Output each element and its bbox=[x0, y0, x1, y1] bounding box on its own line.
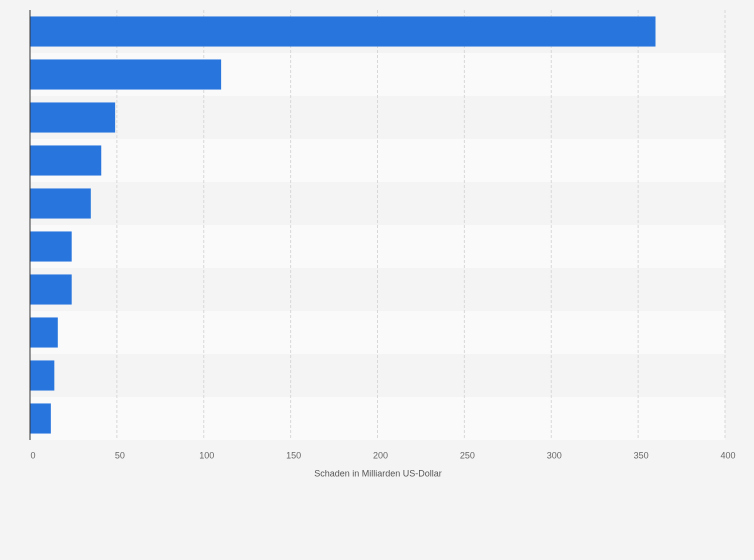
x-tick-label: 150 bbox=[286, 450, 301, 460]
row-band bbox=[30, 397, 725, 440]
bar bbox=[30, 274, 72, 305]
x-tick-label: 200 bbox=[373, 450, 388, 460]
x-tick-label: 250 bbox=[460, 450, 475, 460]
x-tick-label: 0 bbox=[30, 450, 35, 460]
x-tick-label: 400 bbox=[720, 450, 735, 460]
bar bbox=[30, 403, 51, 434]
bar bbox=[30, 145, 102, 176]
bar bbox=[30, 16, 656, 47]
x-tick-label: 350 bbox=[634, 450, 649, 460]
x-axis-label: Schaden in Milliarden US-Dollar bbox=[314, 468, 442, 478]
bar bbox=[30, 102, 116, 133]
row-band bbox=[30, 182, 725, 225]
x-tick-label: 50 bbox=[115, 450, 125, 460]
bar bbox=[30, 360, 55, 391]
bar bbox=[30, 231, 72, 262]
row-band bbox=[30, 268, 725, 311]
x-tick-label: 300 bbox=[547, 450, 562, 460]
x-tick-label: 100 bbox=[199, 450, 214, 460]
bar bbox=[30, 59, 222, 90]
bar bbox=[30, 188, 91, 219]
bar bbox=[30, 317, 58, 348]
